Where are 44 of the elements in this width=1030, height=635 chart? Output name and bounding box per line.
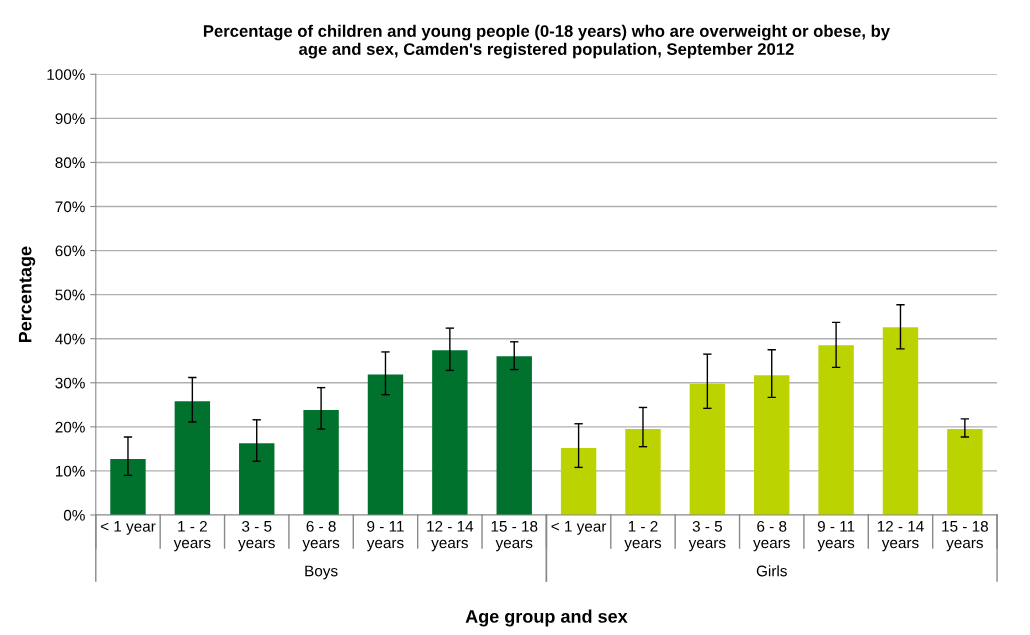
x-tick-label: < 1 year (100, 521, 156, 535)
bar (432, 350, 468, 515)
y-tick-label: 100% (47, 69, 85, 80)
y-tick-label: 40% (55, 333, 85, 345)
y-tick-label: 90% (55, 113, 85, 125)
x-tick-label: 15 - 18 years (491, 520, 538, 552)
y-tick-label: 80% (55, 157, 85, 169)
x-axis-title: Age group and sex (465, 609, 628, 627)
y-tick-label: 20% (55, 421, 85, 433)
bar (239, 443, 275, 515)
bar (367, 374, 404, 515)
x-tick-label: 6 - 8 years (753, 520, 790, 552)
x-tick-label: 6 - 8 years (302, 520, 340, 552)
bar (947, 429, 983, 515)
y-tick-label: 60% (55, 245, 85, 257)
bar (818, 345, 854, 515)
text: Boys (305, 565, 338, 580)
y-tick-label: 10% (55, 465, 85, 477)
x-tick-label: 9 - 11 years (817, 520, 855, 552)
bar (560, 448, 597, 515)
text: Girls (756, 565, 787, 577)
y-tick-label: 70% (55, 201, 85, 213)
bar (496, 356, 532, 515)
x-tick-label: 3 - 5 years (688, 520, 726, 552)
y-tick-label: 0% (63, 509, 85, 521)
bar (882, 327, 919, 515)
bar (625, 429, 661, 515)
x-tick-label: 12 - 14 years (427, 520, 474, 552)
x-tick-label: 15 - 18 years (942, 520, 988, 552)
bar (689, 383, 726, 515)
y-axis-title: Percentage (18, 246, 36, 343)
bar (174, 401, 211, 515)
x-tick-label: < 1 year (551, 521, 607, 535)
x-tick-label: 9 - 11 years (366, 520, 404, 552)
x-tick-label: 12 - 14 years (877, 520, 924, 552)
bar (754, 375, 790, 515)
x-tick-label: 1 - 2 years (173, 520, 211, 552)
y-tick-label: 30% (55, 377, 85, 389)
chart-title: Percentage of children and young people (0-18 years) who are overweight or obese, by age and sex, Camden's registered population, September 2012 (203, 24, 890, 59)
bar (303, 410, 339, 515)
y-tick-label: 50% (55, 289, 85, 301)
bar (110, 459, 146, 515)
x-tick-label: 1 - 2 years (624, 520, 662, 552)
x-tick-label: 3 - 5 years (238, 520, 275, 552)
